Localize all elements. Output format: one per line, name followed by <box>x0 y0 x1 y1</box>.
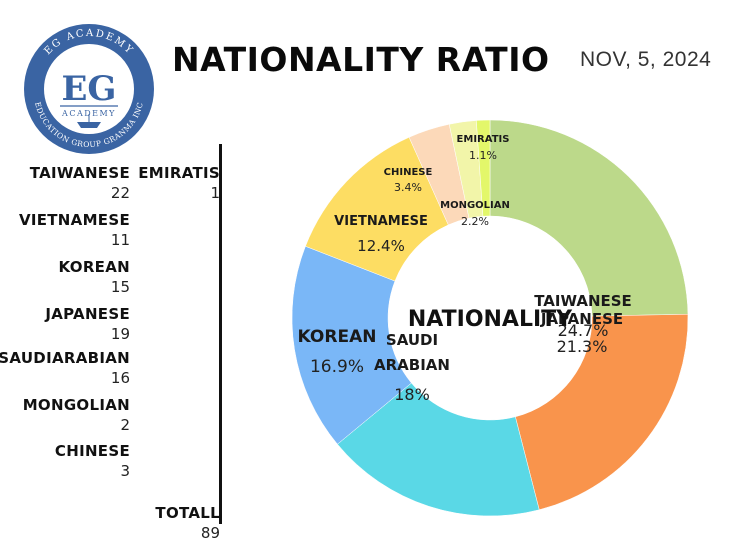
count-value: 2 <box>120 416 130 434</box>
count-entry: MONGOLIAN 2 <box>23 395 130 435</box>
count-label: VIETNAMESE <box>18 211 130 229</box>
count-label: TAIWANESE <box>29 164 130 182</box>
count-value: 1 <box>210 184 220 202</box>
count-value: 19 <box>110 325 130 343</box>
slice-label: MONGOLIAN <box>440 200 510 211</box>
slice-label: EMIRATIS <box>457 134 510 145</box>
ship-icon <box>77 122 101 128</box>
count-entry: SAUDIARABIAN 16 <box>0 348 130 388</box>
count-entry: VIETNAMESE 11 <box>19 210 130 250</box>
divider-line <box>219 144 222 524</box>
total-value: 89 <box>200 524 220 542</box>
count-entry: TAIWANESE 22 <box>30 163 130 203</box>
report-date: NOV, 5, 2024 <box>580 48 712 71</box>
slice-label: VIETNAMESE <box>334 214 428 229</box>
count-entry-emiratis: EMIRATIS 1 <box>138 163 220 203</box>
count-label: JAPANESE <box>45 305 130 323</box>
slice-label: SAUDI <box>386 331 438 349</box>
count-label: SAUDIARABIAN <box>0 349 130 367</box>
count-entry: JAPANESE 19 <box>45 304 130 344</box>
slice-label: ARABIAN <box>374 356 450 374</box>
slice-percent-label: 2.2% <box>461 215 489 228</box>
total-entry: TOTALL 89 <box>155 503 220 543</box>
count-value: 15 <box>110 278 130 296</box>
count-entry: CHINESE 3 <box>55 441 130 481</box>
slice-label: JAPANESE <box>540 310 623 328</box>
eg-academy-logo: EG ACADEMY EDUCATION GROUP GRANMA INC EG… <box>24 24 154 154</box>
donut-slice-korean <box>291 245 412 445</box>
slice-percent-label: 16.9% <box>310 357 364 377</box>
slice-label: KOREAN <box>298 327 377 347</box>
logo-inner-disc <box>44 44 134 134</box>
count-value: 22 <box>110 184 130 202</box>
count-value: 16 <box>110 369 130 387</box>
donut-slice-saudi-arabian <box>337 382 540 517</box>
total-label: TOTALL <box>155 504 220 522</box>
slice-label: TAIWANESE <box>534 292 632 310</box>
logo-letters: EG <box>62 69 117 109</box>
count-label: EMIRATIS <box>138 164 220 182</box>
slice-percent-label: 18% <box>394 385 430 404</box>
count-value: 3 <box>120 462 130 480</box>
counts-list: TAIWANESE 22 VIETNAMESE 11 KOREAN 15 JAP… <box>0 0 230 559</box>
count-value: 11 <box>110 231 130 249</box>
slice-percent-label: 24.7% <box>558 321 609 340</box>
donut-slice-taiwanese <box>489 119 689 317</box>
donut-center-label: NATIONALITY <box>408 307 573 332</box>
count-label: MONGOLIAN <box>22 396 130 414</box>
slice-percent-label: 21.3% <box>557 337 608 356</box>
logo-inner-word: ACADEMY <box>61 109 116 118</box>
slice-label: CHINESE <box>384 167 433 178</box>
slice-percent-label: 1.1% <box>469 149 497 162</box>
slice-percent-label: 12.4% <box>357 237 405 255</box>
donut-slice-emiratis <box>476 119 491 217</box>
count-entry: KOREAN 15 <box>59 257 130 297</box>
count-label: CHINESE <box>54 442 130 460</box>
slice-percent-label: 3.4% <box>394 181 422 194</box>
nationality-donut-chart: TAIWANESE 24.7%JAPANESE 21.3% SAUDI ARABIAN 1… <box>291 119 689 517</box>
count-label: KOREAN <box>58 258 130 276</box>
page-title: NATIONALITY RATIO <box>172 40 550 79</box>
donut-slice-japanese <box>515 314 689 511</box>
